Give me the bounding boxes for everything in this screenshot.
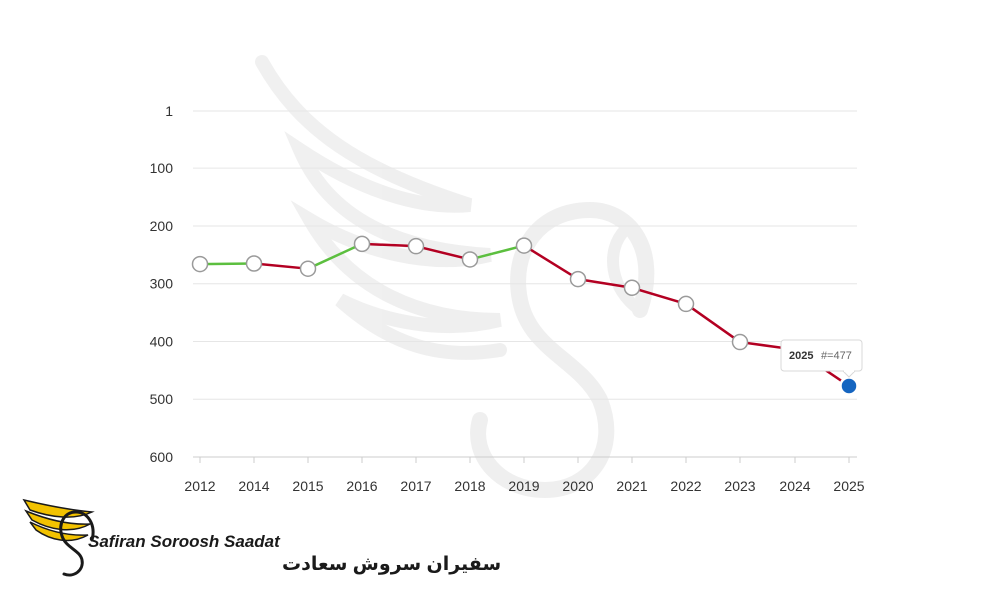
x-tick-label: 2018: [454, 478, 485, 494]
y-axis: 1 100 200 300 400 500 600: [150, 103, 174, 465]
tooltip: 2025 #=477: [780, 339, 863, 378]
grid: [193, 110, 857, 458]
line-segment: [468, 244, 526, 261]
line-segment: [576, 277, 634, 290]
data-point[interactable]: [731, 333, 749, 351]
x-tick-label: 2024: [779, 478, 810, 494]
brand-logo: Safiran Soroosh Saadat سفیران سروش سعادت: [22, 498, 501, 577]
data-point[interactable]: [407, 237, 425, 255]
x-tick-label: 2012: [184, 478, 215, 494]
data-point[interactable]: [461, 251, 479, 268]
data-point[interactable]: [569, 270, 587, 288]
line-segment: [630, 286, 688, 306]
x-tick-label: 2021: [616, 478, 647, 494]
data-point[interactable]: [623, 279, 641, 297]
x-tick-label: 2022: [670, 478, 701, 494]
rank-points: [191, 235, 859, 396]
x-tick-label: 2019: [508, 478, 539, 494]
data-point[interactable]: [299, 260, 317, 277]
svg-text:2025 #=477: 2025 #=477: [789, 346, 852, 363]
logo-text-fa: سفیران سروش سعادت: [282, 554, 501, 575]
rank-line: [198, 242, 851, 388]
line-segment: [306, 242, 364, 270]
x-axis: 2012 2014 2015 2016 2017 2018 2019 2020 2021 2022…: [184, 457, 865, 494]
tooltip-year: 2025: [789, 350, 813, 362]
y-tick-label: 200: [150, 218, 174, 234]
x-tick-label: 2020: [562, 478, 593, 494]
golden-wing-swan-logo: [22, 498, 95, 577]
data-point[interactable]: [515, 237, 533, 254]
x-tick-label: 2014: [238, 478, 269, 494]
line-segment: [414, 244, 472, 261]
y-tick-label: 600: [150, 449, 174, 465]
y-tick-label: 1: [165, 103, 173, 119]
y-tick-label: 400: [150, 333, 174, 349]
data-point[interactable]: [839, 376, 859, 396]
data-point[interactable]: [191, 255, 209, 273]
line-segment: [684, 302, 742, 344]
logo-text-en: Safiran Soroosh Saadat: [88, 532, 281, 551]
data-point[interactable]: [677, 295, 695, 313]
line-segment: [522, 244, 580, 281]
x-tick-label: 2025: [833, 478, 864, 494]
swan-wing-watermark: [255, 55, 655, 499]
y-tick-label: 300: [150, 276, 174, 292]
data-point[interactable]: [353, 235, 371, 253]
x-tick-label: 2015: [292, 478, 323, 494]
y-tick-label: 500: [150, 391, 174, 407]
x-tick-label: 2023: [724, 478, 755, 494]
data-point[interactable]: [245, 255, 263, 272]
line-segment: [252, 262, 310, 270]
x-tick-label: 2016: [346, 478, 377, 494]
line-segment: [360, 242, 418, 248]
tooltip-box: [780, 339, 863, 372]
x-tick-label: 2017: [400, 478, 431, 494]
tooltip-rank: #=477: [821, 350, 852, 362]
line-segment: [198, 262, 256, 266]
y-tick-label: 100: [150, 160, 174, 176]
